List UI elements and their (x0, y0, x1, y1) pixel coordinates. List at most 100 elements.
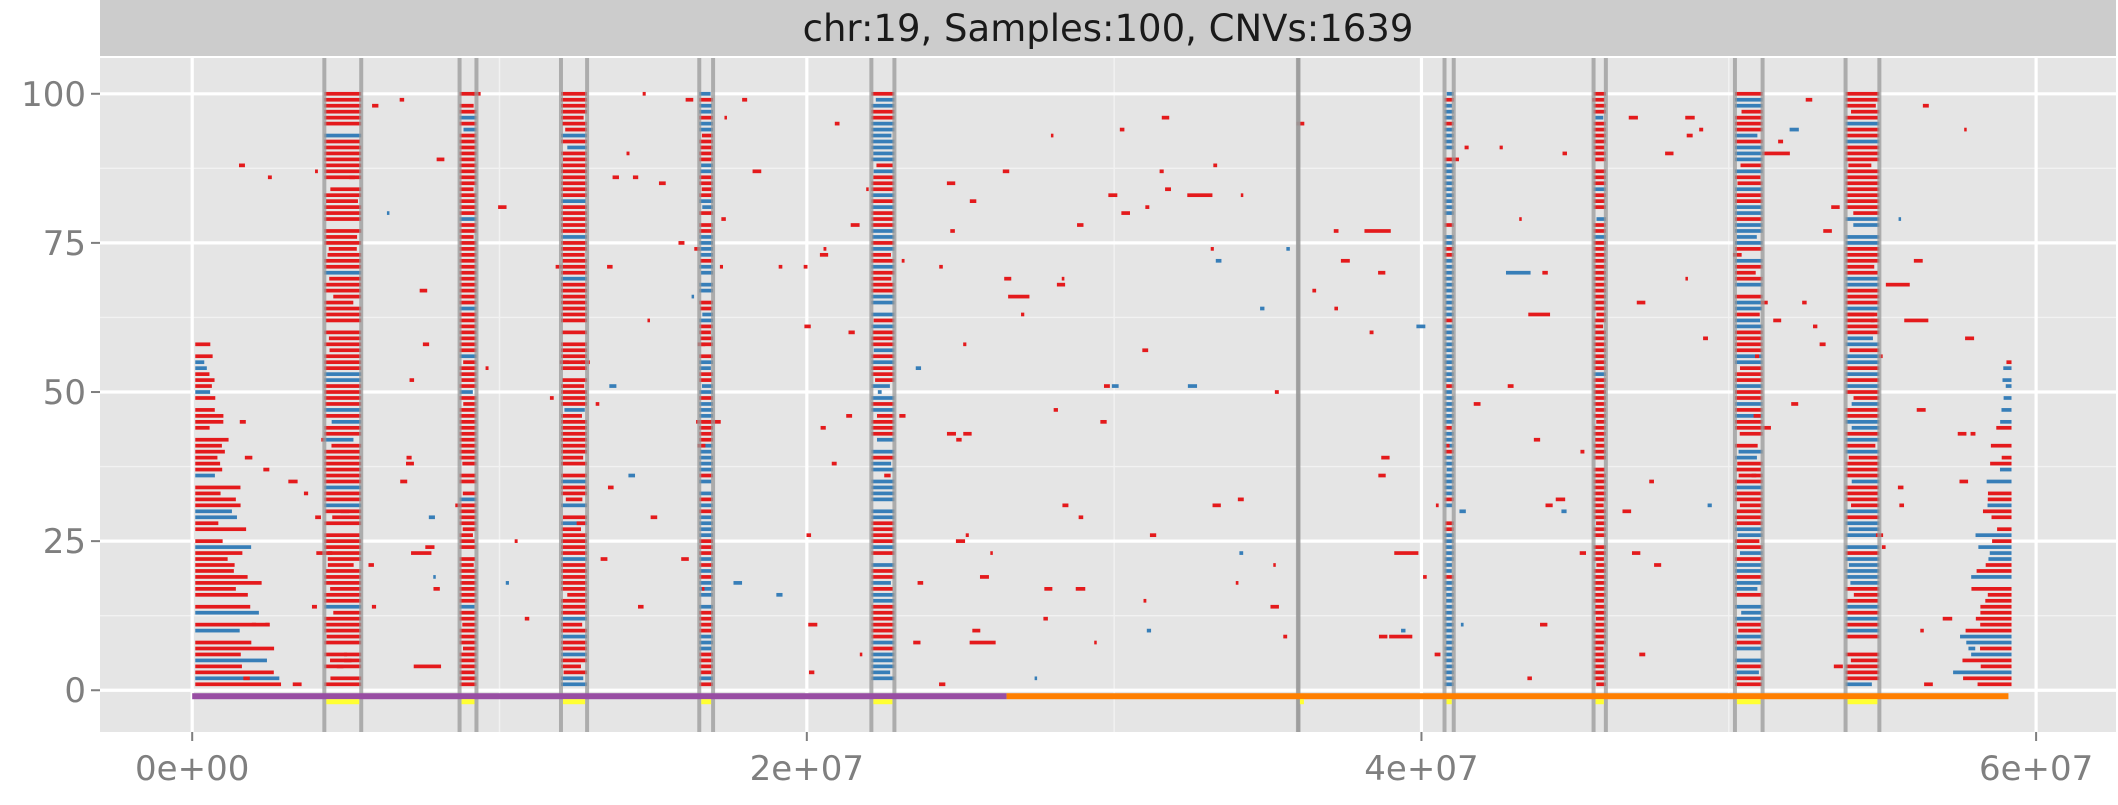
cnv-segment (699, 121, 714, 126)
cnv-segment (327, 563, 354, 567)
cnv-segment (1444, 425, 1452, 430)
cnv-segment (1043, 616, 1048, 621)
cnv-segment (1845, 330, 1880, 335)
cnv-segment (939, 682, 946, 687)
cnv-segment (1444, 169, 1454, 174)
cnv-segment (560, 205, 588, 209)
cnv-segment (699, 592, 713, 597)
cnv-segment (1444, 533, 1454, 538)
facet-strip-title: chr:19, Samples:100, CNVs:1639 (803, 7, 1414, 50)
cnv-segment (1913, 258, 1923, 263)
cnv-segment (871, 419, 895, 424)
cnv-segment (1580, 449, 1585, 454)
cnv-segment (871, 229, 895, 233)
cnv-segment (324, 288, 362, 293)
cnv-segment (1736, 235, 1757, 239)
cluster-marker (873, 699, 893, 705)
cnv-segment (701, 163, 714, 168)
cnv-segment (871, 336, 895, 341)
cnv-segment (195, 557, 228, 561)
cnv-segment (1593, 241, 1606, 245)
cnv-segment (1845, 545, 1880, 549)
plot-panel (100, 58, 2116, 732)
cnv-segment (871, 91, 895, 96)
cnv-segment (871, 372, 895, 376)
cnv-segment (1734, 127, 1763, 132)
cnv-segment (1734, 581, 1763, 585)
cnv-segment (1734, 199, 1763, 203)
cnv-segment (1734, 479, 1763, 484)
cnv-segment (1505, 270, 1531, 275)
cnv-segment (699, 551, 714, 555)
cnv-segment (422, 342, 430, 347)
cnv-segment (324, 366, 362, 371)
cnv-segment (699, 539, 714, 543)
cnv-segment (1401, 628, 1406, 633)
cnv-segment (560, 252, 585, 257)
cnv-segment (560, 622, 583, 627)
cnv-segment (699, 527, 714, 532)
cnv-segment (1444, 354, 1454, 359)
cnv-segment (873, 318, 895, 323)
cnv-segment (1444, 342, 1454, 347)
cnv-segment (871, 425, 895, 430)
cnv-segment (1394, 551, 1419, 555)
cnv-segment (1593, 366, 1606, 371)
cnv-segment (1593, 294, 1606, 299)
cnv-segment (1593, 515, 1606, 520)
cnv-segment (195, 372, 210, 376)
cnv-segment (871, 455, 895, 460)
cnv-segment (1734, 676, 1763, 681)
cnv-segment (871, 115, 895, 120)
cnv-segment (560, 384, 585, 388)
cnv-segment (549, 396, 554, 400)
cnv-segment (1593, 109, 1606, 114)
facet-strip (100, 0, 2116, 56)
cnv-segment (1845, 557, 1880, 561)
cnv-segment (1845, 282, 1880, 287)
cnv-segment (459, 431, 477, 436)
cluster-marker (562, 699, 586, 705)
cnv-segment (607, 264, 613, 269)
cnv-segment (1444, 670, 1454, 675)
cnv-segment (699, 682, 714, 687)
cnv-segment (459, 324, 477, 329)
cnv-segment (459, 503, 477, 508)
cnv-segment (699, 604, 714, 609)
cnv-segment (195, 378, 215, 382)
cnv-segment (1146, 628, 1152, 633)
cnv-segment (1989, 551, 2012, 555)
cnv-segment (1987, 497, 2012, 502)
cnv-segment (848, 330, 855, 335)
cnv-segment (324, 425, 362, 430)
cnv-segment (1444, 318, 1453, 323)
cnv-segment (697, 342, 706, 347)
cnv-segment (324, 193, 362, 198)
cnv-segment (459, 592, 477, 597)
cnv-segment (555, 264, 562, 269)
cnv-segment (1845, 437, 1880, 442)
chromosome-arm-q (1006, 693, 2009, 700)
cnv-segment (1922, 103, 1929, 108)
cnv-segment (1734, 91, 1763, 96)
cnv-segment (1593, 127, 1606, 132)
cnv-segment (1444, 139, 1454, 144)
cnv-segment (459, 366, 477, 371)
cnv-segment (560, 360, 588, 365)
cnv-segment (871, 628, 895, 633)
cnv-segment (871, 241, 895, 245)
cnv-segment (913, 640, 921, 645)
cnv-segment (560, 610, 588, 615)
x-axis-tick-label: 6e+07 (1979, 749, 2093, 789)
cnv-segment (1444, 396, 1454, 400)
cnv-segment (1050, 133, 1054, 138)
cnv-segment (462, 527, 477, 532)
cnv-segment (871, 139, 895, 144)
cnv-segment (324, 437, 354, 442)
cnv-segment (1593, 414, 1606, 418)
cnv-segment (871, 485, 895, 490)
cnv-segment (564, 408, 585, 412)
cnv-segment (685, 97, 694, 102)
cnv-segment (1845, 414, 1880, 418)
